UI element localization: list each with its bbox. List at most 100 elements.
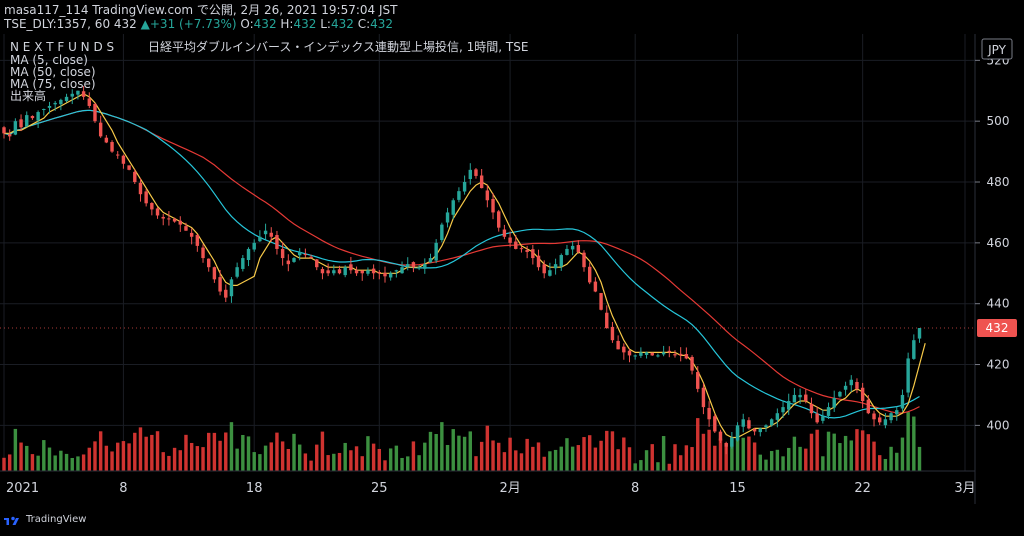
candle-body [758,428,762,433]
volume-bar [13,428,18,471]
candle-body [349,264,353,271]
candle-body [104,137,109,143]
candle-body [241,258,245,269]
time-tick-label: 3月 [954,481,975,496]
volume-bar [93,441,97,471]
volume-bar [252,452,256,471]
candle-body [849,379,853,386]
volume-bar [155,431,160,471]
candle-body [570,245,575,250]
volume-bar [445,444,450,471]
volume-bar [809,433,814,471]
price-tick-label: 500 [987,114,1010,128]
candle-body [394,270,399,272]
candle-body [843,385,848,390]
candle-body [747,420,751,429]
candle-body [411,262,416,268]
volume-bar [195,446,200,471]
candle-body [713,416,717,432]
volume-bar [758,454,762,471]
volume-bar [309,460,313,471]
candle-body [36,112,40,121]
candle-body [269,232,273,237]
volume-bar [639,460,643,471]
candle-body [639,352,643,356]
volume-bar [565,438,569,471]
volume-bar [332,453,336,471]
candle-body [468,169,472,180]
candle-body [906,358,910,393]
candle-body [838,391,842,397]
volume-bar [656,462,660,471]
time-tick-label: 2021 [6,481,39,496]
time-tick-label: 18 [246,481,263,496]
candle-body [218,277,222,292]
volume-bar [235,448,239,471]
candle-body [457,191,461,200]
volume-bar [781,456,785,471]
candle-body [19,119,23,128]
volume-bar [7,454,12,471]
candle-body [144,191,148,204]
candle-body [47,105,52,108]
candle-body [587,266,592,283]
volume-bar [138,427,143,471]
volume-bar [701,433,706,471]
time-tick-label: 22 [854,481,871,496]
candle-body [212,267,217,280]
volume-bar [30,454,35,471]
volume-bar [673,444,677,471]
volume-bar [207,432,211,471]
candle-body [337,269,342,274]
candle-body [332,270,336,274]
volume-bar [189,442,194,471]
tradingview-logo[interactable]: TradingView [4,514,86,525]
volume-bar [303,453,308,471]
moving-averages [3,93,926,439]
time-tick-label: 25 [371,481,388,496]
volume-bar [832,433,836,471]
volume-bar [224,432,228,471]
volume-bar [462,436,467,471]
volume-bar [531,446,535,471]
price-tick-label: 420 [987,358,1010,372]
candle-body [138,182,143,195]
volume-bar [457,435,461,471]
candle-body [644,352,649,355]
volume-bar [36,455,40,471]
volume-bar [735,427,740,471]
volume-bar [895,452,899,471]
volume-bar [718,438,723,471]
candle-body [326,270,330,274]
candle-body [474,169,478,176]
volume-bar [417,455,421,471]
candle-body [497,211,501,228]
chart-frame[interactable]: 400 420 440 460 480 500 520 2021 8 18 25 2月 8 15 22 3月… [0,34,1024,504]
legend-ma75: MA (75, close) [10,77,96,91]
candle-body [633,355,637,357]
candle-body [622,346,626,353]
volume-bar [297,444,302,471]
candle-body [883,419,888,426]
volume-bar [167,455,171,471]
volume-bar [690,447,694,471]
currency-button[interactable]: JPY [981,38,1013,60]
candle-body [417,267,421,269]
volume-bar [349,450,353,471]
candle-body [479,175,484,189]
candle-body [707,407,711,420]
candle-body [650,352,654,356]
currency-label: JPY [987,43,1007,57]
candle-body [610,326,615,341]
candle-body [315,259,319,268]
volume-bar [605,430,609,471]
candle-body [804,394,808,402]
candle-body [133,171,137,183]
candle-body [741,419,745,427]
candle-body [371,268,376,274]
candle-body [605,312,609,329]
volume-bar [479,441,484,471]
candle-body [559,255,563,267]
volume-bar [502,452,507,471]
